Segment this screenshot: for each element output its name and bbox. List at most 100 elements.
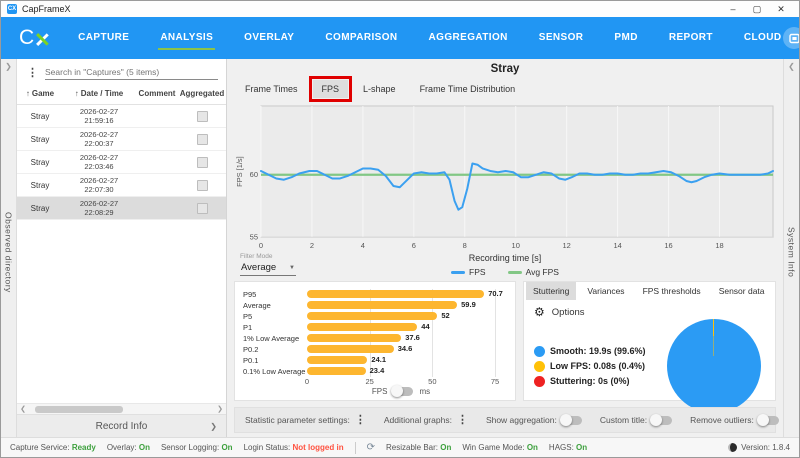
legend-dot-icon: [534, 360, 545, 372]
expand-right-panel-icon[interactable]: ❮: [788, 62, 795, 71]
unit-ms-label[interactable]: ms: [419, 386, 431, 396]
analysis-controls-bar: Statistic parameter settings: ⋮ Additional…: [234, 407, 799, 433]
bar-row: P0.2 34.6: [243, 344, 509, 354]
capframex-logo: C: [19, 27, 50, 48]
svg-text:4: 4: [361, 241, 365, 250]
svg-text:2: 2: [310, 241, 314, 250]
sidebar-horizontal-scrollbar[interactable]: ❮ ❯: [17, 403, 226, 414]
fps-ms-toggle[interactable]: [391, 384, 414, 397]
refresh-icon[interactable]: ⟳: [366, 442, 375, 453]
bar-value-label: 37.6: [405, 333, 420, 343]
chevron-down-icon: ❯: [210, 421, 217, 431]
nav-item-sensor[interactable]: SENSOR: [538, 32, 584, 43]
column-header-date[interactable]: ↑ Date / Time: [74, 89, 124, 98]
captures-menu-icon[interactable]: ⋮: [27, 66, 38, 79]
bar-category-label: P5: [243, 311, 253, 321]
capture-row[interactable]: Stray 2026-02-27 22:07:30: [17, 174, 226, 197]
remove-outliers-toggle[interactable]: [756, 413, 779, 426]
options-button[interactable]: ⚙ Options: [534, 305, 585, 320]
nav-item-report[interactable]: REPORT: [668, 32, 713, 43]
chart-legend: FPS Avg FPS: [354, 267, 656, 277]
nav-item-pmd[interactable]: PMD: [614, 32, 638, 43]
game-title: Stray: [490, 63, 520, 75]
filter-mode-select[interactable]: Average ▼: [240, 260, 296, 277]
capture-aggregated-cell: [179, 156, 225, 168]
aggregated-checkbox[interactable]: [196, 110, 208, 122]
theme-toggle-icon[interactable]: [728, 443, 738, 452]
bar-row: P1 44: [243, 322, 509, 332]
legend-fps: FPS: [451, 267, 486, 277]
control-statistic-parameter-settings: Statistic parameter settings: ⋮: [245, 414, 366, 427]
svg-text:8: 8: [463, 241, 467, 250]
nav-item-comparison[interactable]: COMPARISON: [325, 32, 398, 43]
title-bar: CX CapFrameX – ▢ ✕: [1, 1, 799, 17]
aggregated-checkbox[interactable]: [196, 202, 208, 214]
nav-item-aggregation[interactable]: AGGREGATION: [428, 32, 508, 43]
record-info-expander[interactable]: Record Info ❯: [17, 414, 226, 437]
status-divider: [354, 441, 356, 454]
search-input[interactable]: [45, 65, 218, 80]
bar: [307, 356, 368, 365]
aggregated-checkbox[interactable]: [196, 156, 208, 168]
screenshot-icon: [789, 33, 799, 43]
capture-row[interactable]: Stray 2026-02-27 22:03:46: [17, 151, 226, 174]
version-group: Version: 1.8.4: [728, 443, 790, 452]
chart-tabs: Frame Times FPS L-shape Frame Time Distribu…: [236, 76, 776, 102]
stuttering-legend: Smooth: 19.9s (99.6%) Low FPS: 0.08s (0.4…: [524, 345, 667, 387]
kebab-menu-icon[interactable]: ⋮: [456, 414, 468, 427]
aggregated-checkbox[interactable]: [196, 133, 208, 145]
expand-left-panel-icon[interactable]: ❯: [5, 62, 12, 71]
nav-item-analysis[interactable]: ANALYSIS: [158, 26, 216, 50]
tab-frame-time-distribution[interactable]: Frame Time Distribution: [419, 84, 516, 94]
bar-axis-tick: 0: [304, 377, 310, 387]
bar-axis-tick: 50: [428, 377, 437, 387]
nav-bar: C CAPTURE ANALYSIS OVERLAY COMPARISON AGGREG…: [1, 17, 799, 59]
bar: [307, 334, 402, 343]
nav-item-overlay[interactable]: OVERLAY: [244, 32, 295, 43]
capture-datetime: 2026-02-27 21:59:16: [79, 106, 119, 125]
stutter-legend-item: Low FPS: 0.08s (0.4%): [534, 360, 667, 372]
stuttering-panel: Stuttering Variances FPS thresholds Sensor …: [523, 281, 776, 414]
svg-text:18: 18: [715, 241, 723, 250]
show-aggregation-toggle[interactable]: [559, 413, 582, 426]
minimize-button[interactable]: –: [730, 4, 736, 14]
column-header-game[interactable]: ↑ Game: [25, 89, 55, 98]
maximize-button[interactable]: ▢: [752, 4, 762, 14]
status-sensor-logging: Sensor Logging: On: [160, 443, 233, 452]
bar-value-label: 34.6: [397, 344, 413, 354]
captures-sidebar: ⋮ ↑Game ↑Date / Time Comment Aggregated …: [17, 59, 227, 437]
status-win-game-mode: Win Game Mode: On: [462, 443, 538, 452]
tab-l-shape[interactable]: L-shape: [363, 84, 396, 94]
capture-game: Stray: [30, 111, 50, 121]
screenshot-button[interactable]: [783, 27, 799, 49]
tab-sensor-data[interactable]: Sensor data: [718, 286, 765, 297]
kebab-menu-icon[interactable]: ⋮: [354, 414, 366, 427]
tab-fps[interactable]: FPS: [308, 76, 352, 102]
close-button[interactable]: ✕: [777, 4, 785, 14]
capture-row[interactable]: Stray 2026-02-27 22:08:29: [17, 197, 226, 220]
aggregated-checkbox[interactable]: [196, 179, 208, 191]
column-header-aggregated[interactable]: Aggregated: [179, 89, 225, 98]
bar-axis-tick: 75: [490, 377, 500, 387]
unit-fps-label[interactable]: FPS: [371, 386, 388, 396]
scrollbar-thumb[interactable]: [35, 405, 123, 413]
capture-row[interactable]: Stray 2026-02-27 21:59:16: [17, 105, 226, 128]
capture-row[interactable]: Stray 2026-02-27 22:00:37: [17, 128, 226, 151]
capture-game: Stray: [30, 157, 50, 167]
status-capture-service: Capture Service: Ready: [10, 443, 96, 452]
stutter-legend-item: Smooth: 19.9s (99.6%): [534, 345, 667, 357]
nav-item-capture[interactable]: CAPTURE: [78, 32, 130, 43]
nav-item-cloud[interactable]: CLOUD: [743, 32, 782, 43]
bar-value-label: 44: [421, 322, 430, 332]
tab-frame-times[interactable]: Frame Times: [245, 84, 298, 94]
bar-row: Average 59.9: [243, 300, 509, 310]
tab-stuttering[interactable]: Stuttering: [526, 282, 577, 301]
custom-title-toggle[interactable]: [650, 413, 673, 426]
scroll-left-icon[interactable]: ❮: [20, 406, 26, 413]
scroll-right-icon[interactable]: ❯: [217, 406, 223, 413]
column-header-comment[interactable]: Comment: [138, 89, 176, 98]
tab-variances[interactable]: Variances: [587, 286, 625, 297]
bar-value-label: 70.7: [488, 289, 503, 299]
tab-fps-thresholds[interactable]: FPS thresholds: [642, 286, 701, 297]
